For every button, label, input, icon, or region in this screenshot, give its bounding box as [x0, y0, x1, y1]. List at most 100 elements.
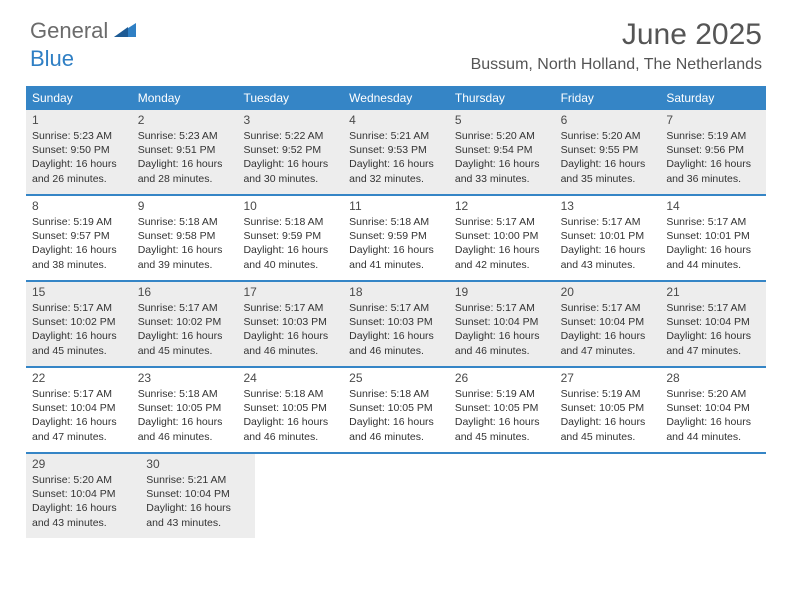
logo: General [30, 18, 138, 44]
logo-triangle-icon [114, 21, 136, 42]
day-number: 16 [138, 285, 232, 299]
day-info: Sunrise: 5:18 AMSunset: 9:59 PMDaylight:… [243, 215, 337, 272]
day-cell: 12 Sunrise: 5:17 AMSunset: 10:00 PMDaylig… [449, 196, 555, 280]
day-cell: 16 Sunrise: 5:17 AMSunset: 10:02 PMDaylig… [132, 282, 238, 366]
empty-cell [357, 454, 459, 538]
empty-cell [664, 454, 766, 538]
weekday-header: Friday [555, 86, 661, 110]
empty-cell [561, 454, 663, 538]
day-number: 15 [32, 285, 126, 299]
day-info: Sunrise: 5:23 AMSunset: 9:50 PMDaylight:… [32, 129, 126, 186]
day-cell: 11Sunrise: 5:18 AMSunset: 9:59 PMDayligh… [343, 196, 449, 280]
day-cell: 3 Sunrise: 5:22 AMSunset: 9:52 PMDaylight… [237, 110, 343, 194]
day-number: 3 [243, 113, 337, 127]
header: General June 2025 Bussum, North Holland,… [0, 0, 792, 78]
day-info: Sunrise: 5:20 AMSunset: 9:54 PMDaylight:… [455, 129, 549, 186]
day-cell: 1Sunrise: 5:23 AMSunset: 9:50 PMDaylight… [26, 110, 132, 194]
day-number: 26 [455, 371, 549, 385]
title-block: June 2025 Bussum, North Holland, The Net… [471, 18, 762, 74]
day-cell: 17Sunrise: 5:17 AMSunset: 10:03 PMDaylig… [237, 282, 343, 366]
day-number: 29 [32, 457, 134, 471]
day-number: 27 [561, 371, 655, 385]
day-info: Sunrise: 5:18 AMSunset: 10:05 PMDaylight… [349, 387, 443, 444]
day-cell: 29 Sunrise: 5:20 AMSunset: 10:04 PMDaylig… [26, 454, 140, 538]
logo-text-blue: Blue [30, 46, 74, 71]
weekday-header: Monday [132, 86, 238, 110]
day-cell: 22 Sunrise: 5:17 AMSunset: 10:04 PMDaylig… [26, 368, 132, 452]
week-row: 29 Sunrise: 5:20 AMSunset: 10:04 PMDaylig… [26, 454, 766, 538]
weekday-header-row: SundayMondayTuesdayWednesdayThursdayFrid… [26, 86, 766, 110]
day-number: 9 [138, 199, 232, 213]
day-info: Sunrise: 5:18 AMSunset: 10:05 PMDaylight… [138, 387, 232, 444]
day-number: 11 [349, 199, 443, 213]
day-cell: 13Sunrise: 5:17 AMSunset: 10:01 PMDaylig… [555, 196, 661, 280]
day-number: 25 [349, 371, 443, 385]
day-info: Sunrise: 5:17 AMSunset: 10:03 PMDaylight… [243, 301, 337, 358]
day-number: 6 [561, 113, 655, 127]
location-text: Bussum, North Holland, The Netherlands [471, 56, 762, 74]
day-cell: 15Sunrise: 5:17 AMSunset: 10:02 PMDaylig… [26, 282, 132, 366]
day-cell: 19 Sunrise: 5:17 AMSunset: 10:04 PMDaylig… [449, 282, 555, 366]
empty-cell [255, 454, 357, 538]
day-cell: 25 Sunrise: 5:18 AMSunset: 10:05 PMDaylig… [343, 368, 449, 452]
day-number: 19 [455, 285, 549, 299]
day-cell: 28 Sunrise: 5:20 AMSunset: 10:04 PMDaylig… [660, 368, 766, 452]
day-info: Sunrise: 5:20 AMSunset: 10:04 PMDaylight… [666, 387, 760, 444]
day-number: 8 [32, 199, 126, 213]
day-cell: 30 Sunrise: 5:21 AMSunset: 10:04 PMDaylig… [140, 454, 254, 538]
day-info: Sunrise: 5:20 AMSunset: 10:04 PMDaylight… [32, 473, 134, 530]
weeks-container: 1Sunrise: 5:23 AMSunset: 9:50 PMDaylight… [26, 110, 766, 538]
day-info: Sunrise: 5:20 AMSunset: 9:55 PMDaylight:… [561, 129, 655, 186]
day-info: Sunrise: 5:17 AMSunset: 10:02 PMDaylight… [138, 301, 232, 358]
day-cell: 21Sunrise: 5:17 AMSunset: 10:04 PMDaylig… [660, 282, 766, 366]
day-info: Sunrise: 5:17 AMSunset: 10:04 PMDaylight… [666, 301, 760, 358]
day-info: Sunrise: 5:17 AMSunset: 10:00 PMDaylight… [455, 215, 549, 272]
day-number: 20 [561, 285, 655, 299]
day-number: 5 [455, 113, 549, 127]
day-info: Sunrise: 5:23 AMSunset: 9:51 PMDaylight:… [138, 129, 232, 186]
day-number: 2 [138, 113, 232, 127]
logo-text-general: General [30, 18, 108, 44]
day-info: Sunrise: 5:17 AMSunset: 10:04 PMDaylight… [32, 387, 126, 444]
day-cell: 10 Sunrise: 5:18 AMSunset: 9:59 PMDayligh… [237, 196, 343, 280]
month-title: June 2025 [471, 18, 762, 52]
week-row: 22 Sunrise: 5:17 AMSunset: 10:04 PMDaylig… [26, 368, 766, 454]
week-row: 8 Sunrise: 5:19 AMSunset: 9:57 PMDaylight… [26, 196, 766, 282]
day-number: 12 [455, 199, 549, 213]
day-info: Sunrise: 5:22 AMSunset: 9:52 PMDaylight:… [243, 129, 337, 186]
day-cell: 26 Sunrise: 5:19 AMSunset: 10:05 PMDaylig… [449, 368, 555, 452]
day-cell: 18 Sunrise: 5:17 AMSunset: 10:03 PMDaylig… [343, 282, 449, 366]
day-info: Sunrise: 5:19 AMSunset: 9:57 PMDaylight:… [32, 215, 126, 272]
day-number: 4 [349, 113, 443, 127]
weekday-header: Thursday [449, 86, 555, 110]
day-cell: 24Sunrise: 5:18 AMSunset: 10:05 PMDaylig… [237, 368, 343, 452]
day-info: Sunrise: 5:17 AMSunset: 10:04 PMDaylight… [455, 301, 549, 358]
day-info: Sunrise: 5:21 AMSunset: 10:04 PMDaylight… [146, 473, 248, 530]
week-row: 15 Sunrise: 5:17 AMSunset: 10:02 PMDaylig… [26, 282, 766, 368]
weekday-header: Sunday [26, 86, 132, 110]
empty-cell [459, 454, 561, 538]
day-cell: 14Sunrise: 5:17 AMSunset: 10:01 PMDaylig… [660, 196, 766, 280]
weekday-header: Tuesday [237, 86, 343, 110]
day-info: Sunrise: 5:19 AMSunset: 9:56 PMDaylight:… [666, 129, 760, 186]
day-number: 24 [243, 371, 337, 385]
day-number: 7 [666, 113, 760, 127]
day-info: Sunrise: 5:19 AMSunset: 10:05 PMDaylight… [455, 387, 549, 444]
day-cell: 23Sunrise: 5:18 AMSunset: 10:05 PMDaylig… [132, 368, 238, 452]
day-cell: 9Sunrise: 5:18 AMSunset: 9:58 PMDaylight… [132, 196, 238, 280]
day-info: Sunrise: 5:21 AMSunset: 9:53 PMDaylight:… [349, 129, 443, 186]
day-cell: 7 Sunrise: 5:19 AMSunset: 9:56 PMDaylight… [660, 110, 766, 194]
weekday-header: Wednesday [343, 86, 449, 110]
day-number: 18 [349, 285, 443, 299]
day-number: 22 [32, 371, 126, 385]
day-info: Sunrise: 5:17 AMSunset: 10:01 PMDaylight… [561, 215, 655, 272]
day-cell: 27Sunrise: 5:19 AMSunset: 10:05 PMDaylig… [555, 368, 661, 452]
day-info: Sunrise: 5:17 AMSunset: 10:03 PMDaylight… [349, 301, 443, 358]
weekday-header: Saturday [660, 86, 766, 110]
day-info: Sunrise: 5:17 AMSunset: 10:04 PMDaylight… [561, 301, 655, 358]
week-row: 1Sunrise: 5:23 AMSunset: 9:50 PMDaylight… [26, 110, 766, 196]
day-number: 30 [146, 457, 248, 471]
day-number: 10 [243, 199, 337, 213]
day-cell: 4 Sunrise: 5:21 AMSunset: 9:53 PMDaylight… [343, 110, 449, 194]
day-number: 28 [666, 371, 760, 385]
